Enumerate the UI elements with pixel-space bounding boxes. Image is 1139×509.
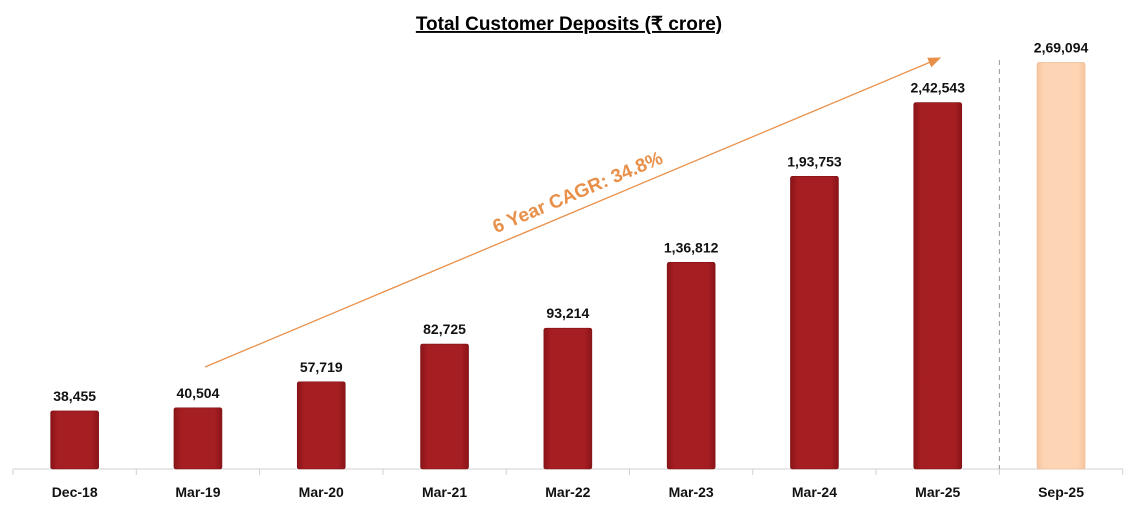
x-tick-label: Mar-22 xyxy=(545,484,590,500)
x-tick-label: Sep-25 xyxy=(1038,484,1084,500)
bar xyxy=(790,175,839,470)
bar xyxy=(543,327,593,470)
x-tick-label: Mar-23 xyxy=(669,484,714,500)
bar xyxy=(296,381,346,470)
cagr-annotation: 6 Year CAGR: 34.8% xyxy=(490,148,666,238)
x-tick-label: Mar-21 xyxy=(422,484,467,500)
data-label: 2,69,094 xyxy=(1034,39,1089,55)
data-label: 1,93,753 xyxy=(787,153,842,169)
cagr-arrow xyxy=(204,57,942,368)
x-tick-label: Mar-24 xyxy=(792,484,837,500)
data-label: 57,719 xyxy=(300,359,343,375)
data-label: 40,504 xyxy=(177,385,220,401)
x-tick-label: Mar-20 xyxy=(299,484,344,500)
bar xyxy=(1036,62,1086,470)
bar xyxy=(50,410,99,470)
bar xyxy=(666,262,716,470)
data-label: 38,455 xyxy=(53,388,96,404)
x-tick-label: Mar-19 xyxy=(175,484,220,500)
data-label: 93,214 xyxy=(546,305,589,321)
chart-title: Total Customer Deposits (₹ crore) xyxy=(416,14,722,35)
bar xyxy=(913,102,963,470)
data-label: 82,725 xyxy=(423,321,466,337)
bar xyxy=(420,343,469,470)
x-tick-label: Mar-25 xyxy=(915,484,960,500)
bar xyxy=(173,407,223,470)
x-tick-label: Dec-18 xyxy=(52,484,98,500)
data-label: 2,42,543 xyxy=(911,80,966,96)
data-label: 1,36,812 xyxy=(664,239,719,255)
